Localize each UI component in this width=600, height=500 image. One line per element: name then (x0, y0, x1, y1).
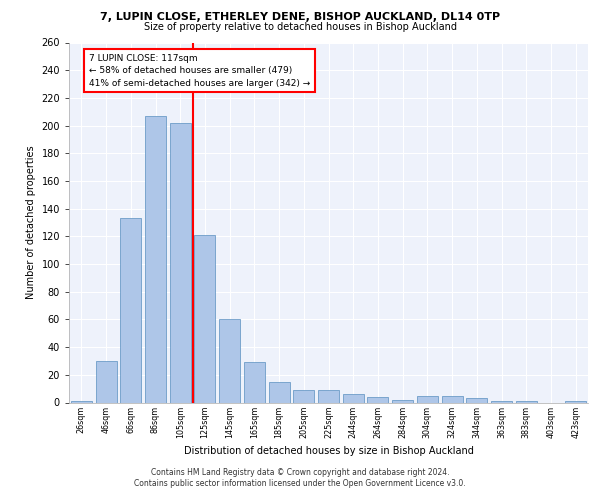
Bar (392, 400, 413, 402)
Bar (516, 401, 537, 402)
Bar (71, 401, 92, 402)
Text: Contains HM Land Registry data © Crown copyright and database right 2024.
Contai: Contains HM Land Registry data © Crown c… (134, 468, 466, 487)
Text: Size of property relative to detached houses in Bishop Auckland: Size of property relative to detached ho… (143, 22, 457, 32)
Bar (170, 123, 191, 402)
Bar (269, 382, 290, 402)
Text: 7 LUPIN CLOSE: 117sqm
← 58% of detached houses are smaller (479)
41% of semi-det: 7 LUPIN CLOSE: 117sqm ← 58% of detached … (89, 54, 310, 88)
Bar (318, 390, 339, 402)
Bar (293, 390, 314, 402)
Bar (565, 401, 586, 402)
Bar (194, 235, 215, 402)
Bar (442, 396, 463, 402)
Bar (466, 398, 487, 402)
Bar (219, 320, 240, 402)
Bar (145, 116, 166, 403)
X-axis label: Distribution of detached houses by size in Bishop Auckland: Distribution of detached houses by size … (184, 446, 473, 456)
Bar (367, 397, 388, 402)
Y-axis label: Number of detached properties: Number of detached properties (26, 146, 36, 300)
Bar (120, 218, 141, 402)
Bar (244, 362, 265, 403)
Bar (95, 361, 116, 403)
Text: 7, LUPIN CLOSE, ETHERLEY DENE, BISHOP AUCKLAND, DL14 0TP: 7, LUPIN CLOSE, ETHERLEY DENE, BISHOP AU… (100, 12, 500, 22)
Bar (491, 401, 512, 402)
Bar (417, 396, 438, 402)
Bar (343, 394, 364, 402)
